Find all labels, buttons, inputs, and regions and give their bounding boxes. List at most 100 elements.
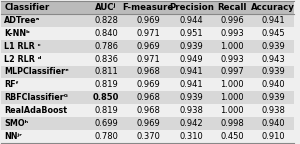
Text: 0.310: 0.310 [180, 132, 204, 141]
Text: 0.939: 0.939 [180, 93, 204, 102]
Bar [86, 40, 126, 53]
Text: 0.968: 0.968 [136, 93, 160, 102]
Bar [171, 91, 213, 104]
Bar [126, 1, 171, 14]
Bar [86, 78, 126, 91]
Text: 0.910: 0.910 [261, 132, 285, 141]
Text: 0.836: 0.836 [94, 55, 118, 64]
Text: 0.949: 0.949 [180, 55, 204, 64]
Bar [86, 117, 126, 130]
Text: 0.969: 0.969 [136, 80, 160, 89]
Text: Recall: Recall [218, 3, 247, 12]
Bar [213, 40, 252, 53]
Text: 0.940: 0.940 [261, 80, 285, 89]
Text: 0.997: 0.997 [220, 68, 244, 76]
Text: 0.939: 0.939 [180, 42, 204, 51]
Text: Precision: Precision [169, 3, 214, 12]
Bar [126, 78, 171, 91]
Text: 0.969: 0.969 [136, 119, 160, 128]
Bar [86, 104, 126, 117]
Text: RealAdaBoost: RealAdaBoost [4, 106, 67, 115]
Bar [86, 1, 126, 14]
Text: 0.941: 0.941 [180, 80, 204, 89]
Bar [213, 117, 252, 130]
Bar [252, 117, 294, 130]
Bar [171, 104, 213, 117]
Bar [252, 104, 294, 117]
Bar [171, 53, 213, 66]
Bar [126, 91, 171, 104]
Text: 1.000: 1.000 [220, 80, 244, 89]
Bar [1, 27, 86, 40]
Text: 0.780: 0.780 [94, 132, 118, 141]
Bar [1, 1, 86, 14]
Bar [1, 78, 86, 91]
Text: 0.943: 0.943 [261, 55, 285, 64]
Bar [1, 14, 86, 27]
Text: 1.000: 1.000 [220, 93, 244, 102]
Bar [171, 40, 213, 53]
Bar [252, 27, 294, 40]
Bar [86, 27, 126, 40]
Text: K-NNᵇ: K-NNᵇ [4, 29, 30, 38]
Bar [213, 78, 252, 91]
Bar [126, 27, 171, 40]
Bar [252, 130, 294, 143]
Bar [171, 27, 213, 40]
Text: 0.939: 0.939 [261, 42, 285, 51]
Text: 0.786: 0.786 [94, 42, 118, 51]
Text: 0.819: 0.819 [94, 80, 118, 89]
Text: ADTreeᵃ: ADTreeᵃ [4, 16, 41, 25]
Bar [126, 130, 171, 143]
Bar [252, 14, 294, 27]
Bar [126, 117, 171, 130]
Text: RBFClassifierᴳ: RBFClassifierᴳ [4, 93, 68, 102]
Bar [213, 91, 252, 104]
Bar [213, 104, 252, 117]
Bar [252, 53, 294, 66]
Bar [213, 1, 252, 14]
Text: Classifier: Classifier [4, 3, 50, 12]
Bar [252, 91, 294, 104]
Text: 0.828: 0.828 [94, 16, 118, 25]
Bar [252, 78, 294, 91]
Text: SMOʰ: SMOʰ [4, 119, 28, 128]
Bar [171, 66, 213, 78]
Bar [171, 1, 213, 14]
Bar [213, 130, 252, 143]
Text: 0.998: 0.998 [220, 119, 244, 128]
Bar [1, 104, 86, 117]
Text: 0.939: 0.939 [261, 93, 285, 102]
Bar [126, 40, 171, 53]
Text: NNʲʳ: NNʲʳ [4, 132, 22, 141]
Bar [1, 53, 86, 66]
Bar [126, 14, 171, 27]
Bar [171, 130, 213, 143]
Bar [86, 14, 126, 27]
Bar [252, 66, 294, 78]
Text: 0.840: 0.840 [94, 29, 118, 38]
Text: Accuracy: Accuracy [251, 3, 295, 12]
Text: 0.940: 0.940 [261, 119, 285, 128]
Bar [171, 78, 213, 91]
Bar [171, 117, 213, 130]
Bar [213, 53, 252, 66]
Text: 0.941: 0.941 [261, 16, 285, 25]
Text: 0.945: 0.945 [261, 29, 285, 38]
Bar [86, 66, 126, 78]
Text: 0.969: 0.969 [136, 16, 160, 25]
Text: 0.699: 0.699 [94, 119, 118, 128]
Text: 0.938: 0.938 [180, 106, 204, 115]
Text: 0.939: 0.939 [261, 68, 285, 76]
Text: 0.968: 0.968 [136, 106, 160, 115]
Bar [86, 53, 126, 66]
Bar [86, 130, 126, 143]
Text: 0.944: 0.944 [180, 16, 204, 25]
Text: 0.850: 0.850 [93, 93, 119, 102]
Text: RFᶠ: RFᶠ [4, 80, 19, 89]
Bar [213, 14, 252, 27]
Text: 1.000: 1.000 [220, 106, 244, 115]
Text: L1 RLR ᶜ: L1 RLR ᶜ [4, 42, 41, 51]
Text: 0.969: 0.969 [136, 42, 160, 51]
Text: F-measure: F-measure [122, 3, 174, 12]
